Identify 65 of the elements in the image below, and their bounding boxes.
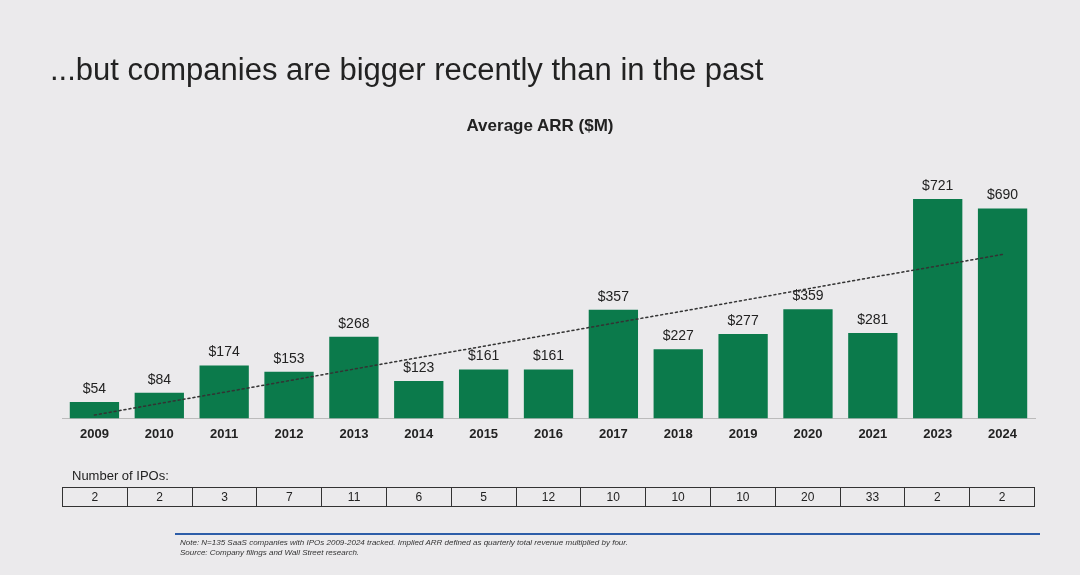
data-label: $690 xyxy=(986,186,1019,203)
data-label: $174 xyxy=(208,343,240,360)
x-tick-label: 2009 xyxy=(79,425,109,441)
x-tick-label: 2018 xyxy=(663,425,693,441)
bar xyxy=(977,208,1028,419)
x-tick-label: 2020 xyxy=(793,425,823,441)
x-tick-label: 2012 xyxy=(274,425,304,441)
data-label: $281 xyxy=(857,310,889,327)
bar xyxy=(394,380,444,419)
x-tick-label: 2019 xyxy=(728,425,758,441)
text: 10 xyxy=(709,488,775,506)
text: 6 xyxy=(385,488,451,506)
x-tick-label: 2013 xyxy=(339,425,369,441)
bar xyxy=(718,334,768,419)
text: 2 xyxy=(969,488,1034,506)
bar xyxy=(134,392,184,419)
bar xyxy=(458,369,509,419)
data-label: $721 xyxy=(922,176,954,193)
text: 20 xyxy=(774,488,840,506)
data-label: $359 xyxy=(792,287,824,304)
x-tick-label: 2011 xyxy=(210,425,239,441)
data-label: $277 xyxy=(727,311,759,328)
data-label: $54 xyxy=(82,379,107,396)
text: Number of IPOs: xyxy=(72,468,169,483)
text: Note: N=135 SaaS companies with IPOs 2009-2024 tracked. Implied ARR defined as quarterly total revenue multiplied by four. xyxy=(180,538,628,548)
text: 33 xyxy=(839,488,905,506)
bar xyxy=(848,332,898,419)
x-tick-label: 2023 xyxy=(923,425,953,441)
bar xyxy=(69,401,120,419)
chart-subtitle: Average ARR ($M) xyxy=(465,116,615,136)
bar xyxy=(329,336,379,419)
data-label: $161 xyxy=(532,347,565,364)
bar xyxy=(523,369,574,419)
x-tick-label: 2021 xyxy=(858,425,888,441)
source-note: Source: Company filings and Wall Street research. xyxy=(180,548,361,558)
text: 2 xyxy=(126,488,192,506)
text: 2 xyxy=(90,489,100,506)
text: 12 xyxy=(515,488,581,506)
x-tick-label: 2010 xyxy=(144,425,174,441)
bar xyxy=(588,309,639,419)
text: 3 xyxy=(191,488,257,506)
bar xyxy=(264,371,314,419)
data-label: $123 xyxy=(403,358,435,375)
bar xyxy=(913,199,963,419)
text: 7 xyxy=(256,488,322,506)
data-label: $227 xyxy=(662,327,695,344)
x-tick-label: 2016 xyxy=(534,425,563,441)
data-label: $357 xyxy=(597,287,630,304)
data-label: $268 xyxy=(338,314,370,331)
x-tick-label: 2017 xyxy=(598,425,628,441)
text: 10 xyxy=(645,488,710,506)
bar xyxy=(783,309,833,419)
text: 2 xyxy=(904,488,970,506)
data-label: $84 xyxy=(147,370,172,387)
chart-title: ...but companies are bigger recently than in the past xyxy=(50,52,764,88)
bar xyxy=(199,365,249,419)
data-label: $161 xyxy=(468,347,500,364)
text: 10 xyxy=(580,488,646,506)
data-label: $153 xyxy=(273,349,305,366)
text: 11 xyxy=(321,488,386,506)
x-tick-label: 2024 xyxy=(988,425,1018,441)
x-tick-label: 2015 xyxy=(469,425,499,441)
bar xyxy=(653,349,703,419)
text: 5 xyxy=(450,488,516,506)
x-tick-label: 2014 xyxy=(404,425,434,441)
